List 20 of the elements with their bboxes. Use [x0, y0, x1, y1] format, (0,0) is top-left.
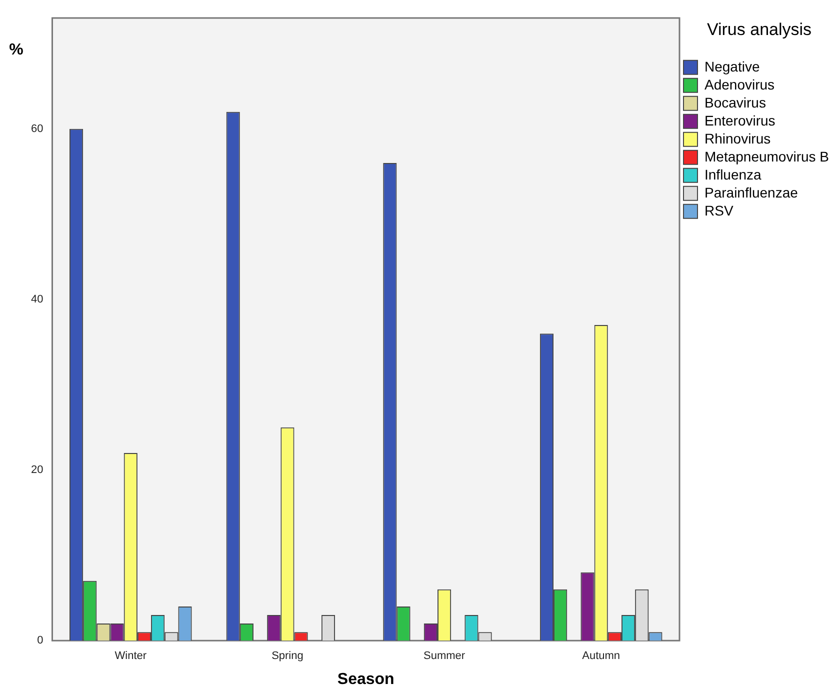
- legend-label: Influenza: [704, 166, 762, 182]
- legend-label: Negative: [704, 58, 760, 74]
- x-tick-label: Summer: [423, 650, 466, 662]
- x-tick-label: Spring: [272, 650, 304, 662]
- y-tick-label: 20: [30, 464, 44, 476]
- y-tick-label: 0: [37, 634, 44, 647]
- y-axis-title: %: [9, 41, 24, 58]
- legend-label: RSV: [704, 202, 734, 218]
- x-axis-title: Season: [337, 670, 394, 688]
- legend-label: Enterovirus: [704, 112, 776, 128]
- legend-label: Metapneumovirus B: [704, 148, 830, 164]
- y-tick-label: 60: [30, 122, 44, 135]
- legend-label: Bocavirus: [704, 94, 766, 110]
- y-tick-label: 40: [30, 293, 44, 306]
- x-tick-label: Autumn: [582, 650, 620, 662]
- legend-label: Adenovirus: [704, 76, 775, 92]
- legend-label: Parainfluenzae: [704, 184, 798, 200]
- legend-title: Virus analysis: [706, 20, 812, 40]
- legend-label: Rhinovirus: [704, 130, 771, 146]
- x-tick-label: Winter: [114, 650, 147, 662]
